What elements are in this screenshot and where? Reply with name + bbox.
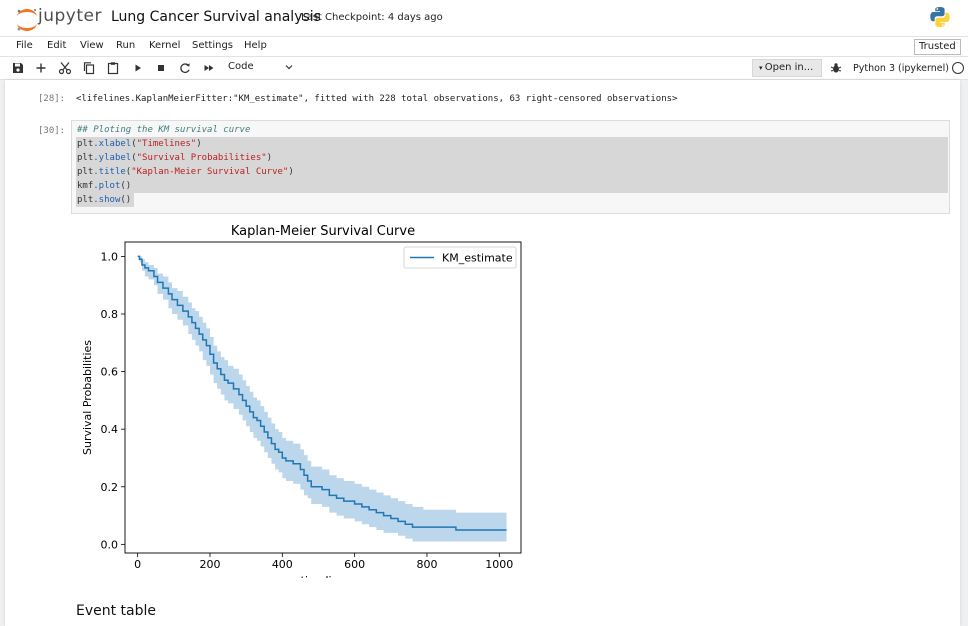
code-token: plt [77, 153, 94, 163]
code-line-4: plt.title("Kaplan-Meier Survival Curve") [76, 165, 948, 179]
jupyter-logo[interactable] [14, 6, 106, 32]
cut-icon[interactable] [58, 61, 72, 75]
code-token: "Survival Probabilities" [136, 153, 267, 163]
menu-settings[interactable]: Settings [192, 40, 234, 51]
legend-box [403, 246, 517, 269]
fast-forward-icon[interactable] [202, 61, 216, 75]
y-tick-label: 0.8 [101, 308, 119, 321]
x-tick-label: 200 [199, 558, 220, 571]
cell-type-value: Code [228, 61, 254, 72]
menu-edit[interactable]: Edit [47, 40, 67, 51]
x-tick-label: 400 [272, 558, 293, 571]
paste-icon[interactable] [106, 61, 120, 75]
menu-kernel[interactable]: Kernel [149, 40, 181, 51]
code-token: ) [266, 153, 273, 163]
y-tick-label: 0.2 [101, 481, 119, 494]
code-line-6: plt.show() [76, 193, 134, 207]
open-in-button[interactable]: ▾ Open in... [752, 59, 822, 77]
x-axis-label: timeline [301, 574, 346, 578]
code-token: plt [77, 167, 94, 177]
code-line-5: kmf.plot() [76, 179, 948, 193]
code-token: .ylabel [93, 153, 132, 163]
python-icon [930, 7, 950, 27]
legend-label: KM_estimate [442, 252, 513, 265]
menu-help[interactable]: Help [244, 40, 267, 51]
notebook-toolbar: Code ▾ Open in... Python 3 (ipykernel) [0, 57, 968, 80]
bug-icon[interactable] [830, 62, 842, 74]
km-survival-chart: 0 200 400 600 800 1000 0.0 0.2 0.4 0.6 0.8 1.0 Kapla… [81, 224, 522, 578]
code-token: kmf [77, 181, 94, 191]
open-in-label: Open in... [764, 62, 814, 73]
kernel-name[interactable]: Python 3 (ipykernel) [853, 63, 949, 74]
code-cell-editor[interactable]: ## Ploting the KM survival curve plt.xla… [71, 120, 950, 214]
series-line-km-estimate [137, 255, 507, 531]
caret-down-icon: ▾ [759, 64, 765, 72]
menu-view[interactable]: View [80, 40, 104, 51]
event-table-heading: Event table [76, 603, 157, 619]
code-line-2: plt.xlabel("Timelines") [76, 137, 948, 151]
notebook-title[interactable]: Lung Cancer Survival analysis [111, 9, 321, 25]
add-cell-icon[interactable] [34, 61, 48, 75]
code-token: .title [93, 167, 126, 177]
y-tick-label: 0.4 [101, 423, 119, 436]
stop-icon[interactable] [154, 61, 168, 75]
jupyter-wordmark: jupyter [38, 6, 102, 26]
y-tick-label: 0.6 [101, 366, 119, 379]
code-line-1: ## Ploting the KM survival curve [76, 123, 250, 137]
x-tick-label: 600 [344, 558, 365, 571]
code-token: "Timelines" [136, 139, 197, 149]
code-token: ( [131, 139, 137, 149]
plot-frame [124, 241, 522, 554]
menubar: File Edit View Run Kernel Settings Help … [0, 36, 968, 57]
chart-title: Kaplan-Meier Survival Curve [231, 224, 415, 239]
input-prompt: [30]: [38, 126, 66, 136]
chevron-down-icon [285, 65, 293, 70]
code-token: ) [196, 139, 202, 149]
code-token: .plot [93, 181, 121, 191]
y-tick-label: 0.0 [101, 538, 119, 551]
y-axis-label: Survival Probabilities [81, 340, 94, 455]
x-tick-label: 0 [134, 558, 141, 571]
code-token: plt [77, 139, 94, 149]
code-token: "Kaplan-Meier Survival Curve" [131, 167, 289, 177]
code-line-3: plt.ylabel("Survival Probabilities") [76, 151, 948, 165]
copy-icon[interactable] [82, 61, 96, 75]
code-token: ( [125, 167, 132, 177]
x-tick-label: 800 [416, 558, 437, 571]
app-header: jupyter Lung Cancer Survival analysis La… [0, 0, 968, 36]
code-token: plt [77, 195, 94, 205]
menu-file[interactable]: File [16, 40, 33, 51]
restart-icon[interactable] [178, 61, 192, 75]
cell-type-select[interactable]: Code [228, 61, 296, 75]
last-checkpoint: Last Checkpoint: 4 days ago [301, 12, 443, 23]
output-prompt: [28]: [38, 94, 66, 104]
code-token: .xlabel [93, 139, 132, 149]
cell-output-text: <lifelines.KaplanMeierFitter:"KM_estimat… [76, 94, 678, 104]
code-token: () [120, 195, 132, 205]
confidence-band [137, 256, 507, 542]
code-token: () [120, 181, 132, 191]
menu-run[interactable]: Run [116, 40, 136, 51]
code-token: ( [131, 153, 137, 163]
code-comment: ## Ploting the KM survival curve [77, 125, 251, 135]
code-token: .show [93, 195, 121, 205]
y-tick-label: 1.0 [101, 250, 119, 263]
save-icon[interactable] [11, 61, 25, 75]
kernel-status-icon [952, 62, 964, 74]
run-icon[interactable] [131, 61, 145, 75]
code-token: ) [288, 167, 294, 177]
x-tick-label: 1000 [485, 558, 513, 571]
trusted-indicator[interactable]: Trusted [914, 39, 961, 55]
notebook-panel: [28]: <lifelines.KaplanMeierFitter:"KM_e… [5, 80, 960, 626]
